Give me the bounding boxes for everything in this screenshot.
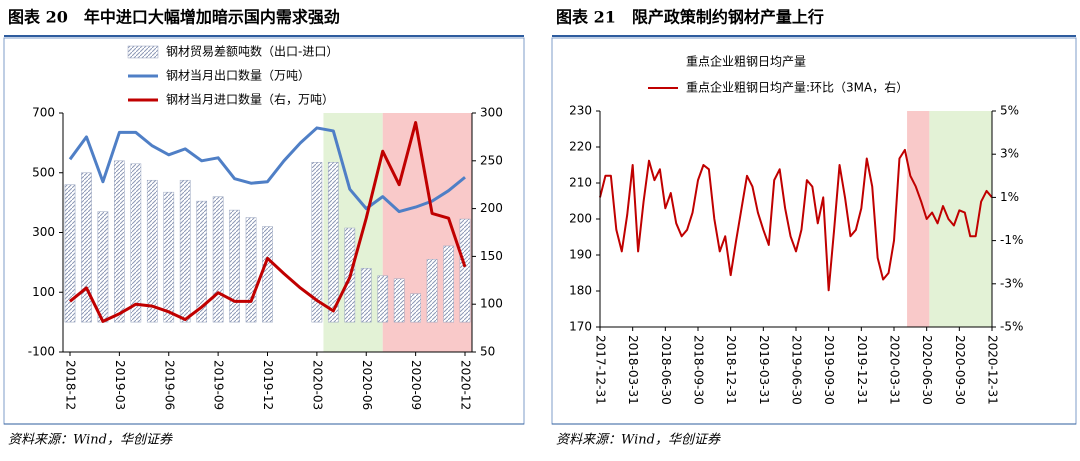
x-tick-label: 2019-12 [261, 360, 275, 410]
legend-label: 钢材当月出口数量（万吨） [166, 68, 310, 83]
x-tick-label: 2020-06 [360, 360, 374, 410]
x-tick-label: 2019-03 [113, 360, 127, 410]
x-tick-label: 2020-09 [409, 360, 423, 410]
bar [360, 268, 372, 323]
line-series [68, 126, 466, 214]
x-tick-label: 2020-03-31 [888, 335, 902, 405]
bar [212, 196, 224, 323]
line-series [69, 121, 467, 323]
x-tick-label: 2018-09-30 [692, 335, 706, 405]
bar [393, 278, 405, 323]
bar [443, 245, 454, 323]
bar [146, 179, 158, 323]
x-tick-label: 2018-12 [64, 360, 78, 410]
y-tick-label: 220 [569, 140, 592, 154]
x-tick-label: 2019-09 [212, 360, 226, 410]
bar [97, 211, 109, 323]
bar [196, 200, 208, 323]
y2-tick-label: 50 [480, 345, 495, 359]
chart-title: 图表 20 年中进口大幅增加暗示国内需求强劲 [8, 8, 340, 27]
x-tick-label: 2020-12-31 [986, 335, 1000, 405]
x-tick-label: 2020-03 [310, 360, 324, 410]
x-tick-label: 2020-12 [459, 360, 473, 410]
x-tick-label: 2019-06 [162, 360, 176, 410]
bar [64, 184, 76, 323]
x-tick-label: 2018-03-31 [626, 335, 640, 405]
y2-tick-label: 250 [480, 153, 503, 167]
x-tick-label: 2018-12-31 [724, 335, 738, 405]
y2-tick-label: 200 [480, 201, 503, 215]
bar [163, 191, 175, 323]
y2-tick-label: -1% [1000, 233, 1023, 247]
bar [245, 217, 257, 323]
y2-tick-label: -3% [1000, 276, 1023, 290]
y-tick-label: 170 [569, 320, 592, 334]
x-tick-label: 2018-06-30 [659, 335, 673, 405]
bar [130, 163, 142, 323]
y2-tick-label: 300 [480, 106, 503, 120]
y-tick-label: -100 [28, 345, 55, 359]
y2-tick-label: 5% [1000, 104, 1019, 118]
y-tick-label: 700 [32, 106, 55, 120]
bar [262, 226, 273, 323]
line-series [599, 148, 993, 292]
bar [377, 275, 389, 323]
bar [81, 172, 92, 323]
x-tick-label: 2017-12-31 [594, 335, 608, 405]
y-tick-label: 180 [569, 284, 592, 298]
y-tick-label: 300 [32, 225, 55, 239]
highlight-band [907, 111, 930, 327]
x-tick-label: 2019-03-31 [757, 335, 771, 405]
bar [426, 259, 438, 323]
y-tick-label: 230 [569, 104, 592, 118]
legend-swatch [127, 45, 159, 59]
bar [410, 293, 421, 323]
y2-tick-label: 1% [1000, 190, 1019, 204]
chart-title: 图表 21 限产政策制约钢材产量上行 [556, 8, 824, 27]
bar [311, 162, 323, 323]
y2-tick-label: 150 [480, 249, 503, 263]
x-tick-label: 2019-06-30 [790, 335, 804, 405]
y2-tick-label: 100 [480, 297, 503, 311]
x-tick-label: 2019-09-30 [822, 335, 836, 405]
legend-label: 重点企业粗钢日均产量:环比（3MA，右） [686, 80, 908, 95]
y-tick-label: 190 [569, 248, 592, 262]
bar [327, 162, 339, 323]
y2-tick-label: 3% [1000, 147, 1019, 161]
source: 资料来源：Wind，华创证券 [556, 433, 721, 448]
legend-label: 重点企业粗钢日均产量 [686, 54, 806, 69]
x-tick-label: 2020-09-30 [953, 335, 967, 405]
bar [229, 209, 240, 323]
y-tick-label: 210 [569, 176, 592, 190]
legend-label: 钢材当月进口数量（右，万吨） [166, 92, 334, 107]
source: 资料来源：Wind，华创证券 [8, 433, 173, 448]
bar [459, 218, 471, 323]
y-tick-label: 200 [569, 212, 592, 226]
legend-label: 钢材贸易差额吨数（出口-进口） [166, 44, 338, 59]
bar [114, 160, 125, 323]
y2-tick-label: -5% [1000, 320, 1023, 334]
x-tick-label: 2019-12-31 [855, 335, 869, 405]
y-tick-label: 100 [32, 285, 55, 299]
bar [179, 179, 191, 323]
y-tick-label: 500 [32, 165, 55, 179]
x-tick-label: 2020-06-30 [920, 335, 934, 405]
